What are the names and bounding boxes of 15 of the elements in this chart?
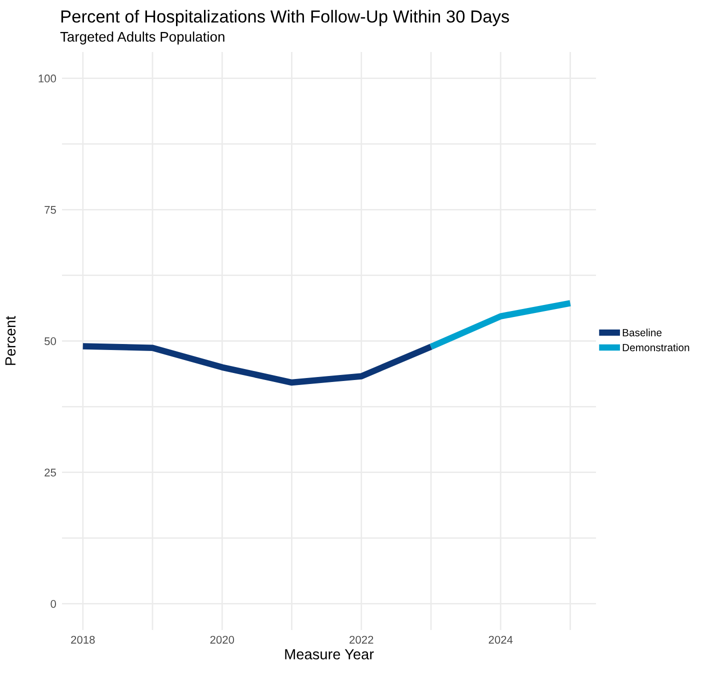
chart-title: Percent of Hospitalizations With Follow-Up Within 30 Days [61,10,509,26]
x-tick-label: 2024 [488,636,513,644]
x-axis-title: Measure Year [285,649,374,660]
x-tick-label: 2020 [210,636,234,644]
legend-label: Baseline [622,328,662,336]
y-tick-label: 0 [50,600,56,608]
y-tick-label: 50 [44,337,56,346]
y-axis-title: Percent [5,316,16,365]
y-tick-label: 100 [38,74,56,82]
chart-subtitle: Targeted Adults Population [60,32,224,44]
y-tick-label: 25 [44,468,56,476]
y-tick-label: 75 [44,206,56,214]
legend-label: Demonstration [622,344,690,352]
x-tick-label: 2018 [71,636,95,644]
x-tick-label: 2022 [350,636,374,644]
